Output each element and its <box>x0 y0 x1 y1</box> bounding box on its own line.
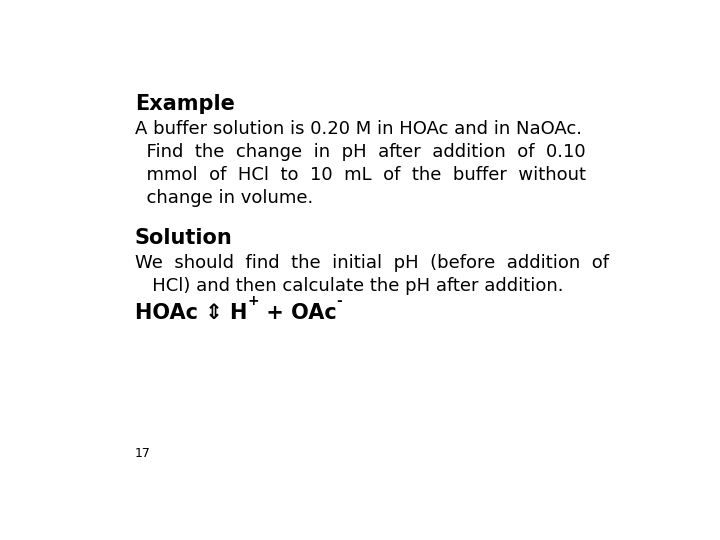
Text: A buffer solution is 0.20 M in HOAc and in NaOAc.: A buffer solution is 0.20 M in HOAc and … <box>135 120 582 138</box>
Text: change in volume.: change in volume. <box>135 190 313 207</box>
Text: 17: 17 <box>135 447 150 460</box>
Text: mmol  of  HCl  to  10  mL  of  the  buffer  without: mmol of HCl to 10 mL of the buffer witho… <box>135 166 585 184</box>
Text: +: + <box>247 294 258 308</box>
Text: We  should  find  the  initial  pH  (before  addition  of: We should find the initial pH (before ad… <box>135 254 608 272</box>
Text: Find  the  change  in  pH  after  addition  of  0.10: Find the change in pH after addition of … <box>135 143 585 161</box>
Text: Solution: Solution <box>135 228 233 248</box>
Text: Example: Example <box>135 94 235 114</box>
Text: HCl) and then calculate the pH after addition.: HCl) and then calculate the pH after add… <box>135 277 563 295</box>
Text: HOAc ⇕ H: HOAc ⇕ H <box>135 303 247 323</box>
Text: -: - <box>336 294 342 308</box>
Text: + OAc: + OAc <box>258 303 336 323</box>
